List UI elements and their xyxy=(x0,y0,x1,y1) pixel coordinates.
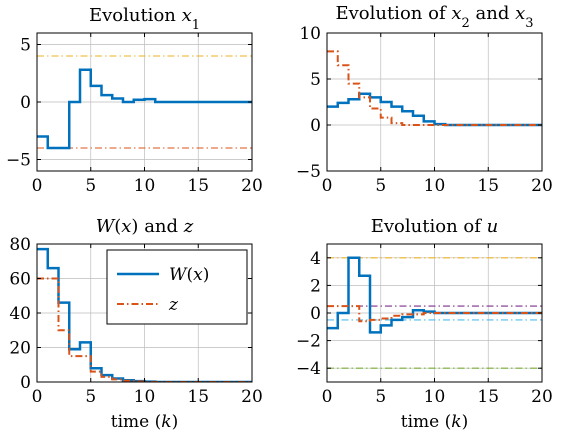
y-tick-label: 10 xyxy=(299,24,321,44)
y-tick-label: 5 xyxy=(310,70,321,90)
x-tick-label: 20 xyxy=(241,176,263,196)
x-tick-label: 10 xyxy=(424,387,446,407)
x-tick-label: 15 xyxy=(187,387,209,407)
x-axis-label: time (k) xyxy=(401,412,468,432)
x-tick-label: 0 xyxy=(32,387,43,407)
y-tick-label: −5 xyxy=(6,151,31,171)
y-tick-label: −2 xyxy=(296,332,321,352)
y-tick-label: 80 xyxy=(9,235,31,255)
x-tick-label: 10 xyxy=(134,176,156,196)
y-tick-label: 60 xyxy=(9,270,31,290)
series-line-z xyxy=(37,277,252,382)
series-line-2 xyxy=(327,305,542,323)
x-tick-label: 15 xyxy=(187,176,209,196)
y-tick-label: 0 xyxy=(20,93,31,113)
chart-title: Evolution x1 xyxy=(89,5,200,33)
y-tick-label: 5 xyxy=(20,36,31,56)
chart-panel-4: 0 5 10 15 20 −4 −2 0 2 4 Evolution of u time (k) xyxy=(296,216,553,432)
legend-label: W(x) xyxy=(169,265,209,285)
x-tick-label: 10 xyxy=(134,387,156,407)
chart-title: Evolution of x2 and x3 xyxy=(335,3,533,31)
x-tick-label: 15 xyxy=(477,387,499,407)
x-tick-label: 5 xyxy=(85,387,96,407)
x-tick-label: 5 xyxy=(375,176,386,196)
x-tick-label: 0 xyxy=(32,176,43,196)
series-line-2 xyxy=(327,50,542,126)
x-tick-label: 5 xyxy=(85,176,96,196)
x-tick-label: 20 xyxy=(531,176,553,196)
y-tick-label: 0 xyxy=(20,373,31,393)
legend-label: z xyxy=(168,295,179,315)
x-tick-label: 15 xyxy=(477,176,499,196)
y-tick-label: −5 xyxy=(296,162,321,182)
x-tick-label: 0 xyxy=(322,387,333,407)
y-tick-label: 0 xyxy=(310,116,321,136)
y-tick-label: 4 xyxy=(310,249,321,269)
x-tick-label: 20 xyxy=(531,387,553,407)
series-line-1 xyxy=(37,68,252,150)
y-tick-label: 20 xyxy=(9,339,31,359)
y-tick-label: 40 xyxy=(9,304,31,324)
legend-box xyxy=(106,249,248,325)
chart-title: Evolution of u xyxy=(371,216,498,237)
y-tick-label: 2 xyxy=(310,276,321,296)
y-tick-label: 0 xyxy=(310,304,321,324)
x-tick-label: 20 xyxy=(241,387,263,407)
x-tick-label: 5 xyxy=(375,387,386,407)
x-axis-label: time (k) xyxy=(111,412,178,432)
y-tick-label: −4 xyxy=(296,359,321,379)
chart-panel-3: 0 5 10 15 20 0 20 40 60 80 W(x) and z time (k) W(x) z xyxy=(9,216,262,432)
legend: W(x) z xyxy=(106,249,248,325)
series-line-wx xyxy=(37,247,252,382)
chart-title: W(x) and z xyxy=(96,216,194,237)
x-tick-label: 0 xyxy=(322,176,333,196)
x-tick-label: 10 xyxy=(424,176,446,196)
